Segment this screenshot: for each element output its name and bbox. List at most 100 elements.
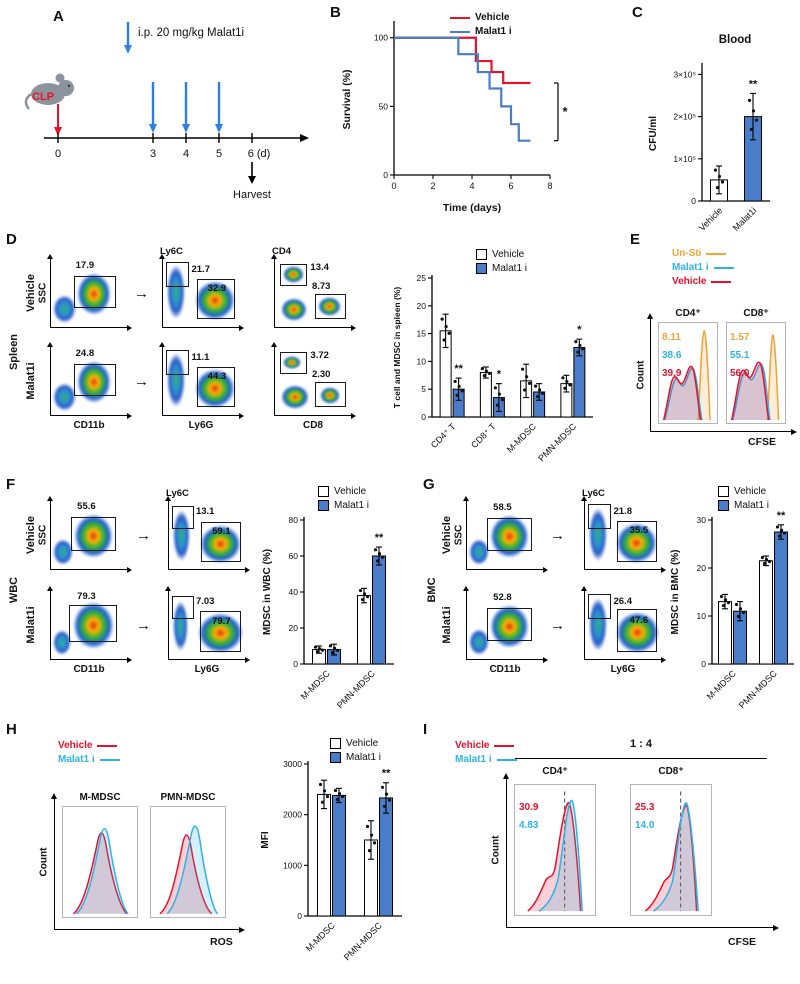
svg-text:Vehicle: Vehicle (697, 205, 725, 233)
gate-percentage: 55.6 (77, 501, 96, 513)
ros-axis-label: ROS (210, 936, 233, 948)
cell-density-blob (281, 298, 308, 322)
ros-legend: Vehicle Malat1 i (58, 740, 120, 768)
cd8-histogram-title: CD8⁺ (658, 766, 684, 777)
cell-density-blob (172, 509, 190, 561)
cd8-gate (315, 381, 346, 407)
svg-text:60: 60 (289, 551, 299, 561)
flow-ly6c-ly6g-wbc-vehicle: 13.1 59.1 (165, 496, 250, 573)
cd11b-axis-label: CD11b (489, 664, 521, 675)
cell-density-blob (166, 352, 186, 407)
legend-item-malat1i: Malat1 i (455, 754, 517, 765)
mfi-chart-legend: Vehicle Malat1 i (330, 738, 381, 766)
cd8-vehicle-value: 25.3 (635, 802, 655, 813)
suppression-legend: Vehicle Malat1 i (455, 740, 517, 768)
ssc-axis-label: SSC (37, 524, 49, 546)
cfse-histogram-cd4-suppression (514, 784, 596, 916)
ratio-underline (515, 758, 767, 759)
legend-item-vehicle: Vehicle (672, 276, 734, 287)
cell-density-blob (52, 538, 73, 565)
ly6g-axis-label: Ly6G (610, 664, 636, 675)
injection-arrow-icon (124, 45, 132, 54)
ly6g-axis-label: Ly6G (194, 664, 220, 675)
ly6g-axis-label: Ly6G (188, 420, 214, 431)
row-label-vehicle: Vehicle (25, 274, 37, 312)
cd4-gate (279, 351, 308, 374)
cell-density-blob (195, 281, 236, 321)
pmn-mdsc-gate (617, 520, 658, 563)
legend-label: Vehicle (346, 738, 379, 749)
svg-text:10: 10 (697, 611, 707, 621)
gate-percentage: 59.1 (212, 526, 231, 538)
legend-label: Vehicle (58, 740, 93, 751)
legend-label: Malat1 i (334, 500, 370, 511)
cell-density-blob (52, 383, 76, 411)
ratio-label: 1 : 4 (629, 738, 652, 750)
gating-arrow-icon: → (550, 527, 565, 544)
panel-label-d: D (6, 231, 17, 248)
flow-ssc-cd11b-spleen-vehicle: 17.9 (47, 254, 132, 331)
vehicle-line-swatch (97, 744, 118, 747)
cd11b-gate (487, 607, 532, 642)
malat1i-box-swatch (476, 263, 487, 274)
cd11b-gate (74, 275, 116, 308)
svg-text:1×10⁵: 1×10⁵ (673, 154, 696, 164)
cfse-histogram-cd8-suppression (630, 784, 712, 916)
svg-text:MDSC in BMC (%): MDSC in BMC (%) (670, 550, 681, 635)
cd4-axis-label: CD4 (272, 246, 292, 257)
legend-item-vehicle: Vehicle (58, 740, 120, 751)
cell-density-blob (588, 598, 608, 651)
legend-label: Malat1 i (455, 754, 492, 765)
cell-density-blob (195, 369, 236, 409)
malat1i-box-swatch (318, 500, 329, 511)
cell-density-blob (319, 387, 340, 404)
legend-label: Vehicle (492, 249, 525, 260)
tick-day6: 6 (d) (248, 148, 271, 160)
cfse-axis-label: CFSE (748, 436, 777, 448)
cd8-malat1i-value: 55.1 (730, 350, 750, 361)
legend-label: Vehicle (672, 276, 707, 287)
m-mdsc-gate (588, 504, 612, 529)
gating-arrow-icon: → (134, 373, 149, 390)
gate-percentage: 3.72 (310, 350, 329, 362)
legend-item-unsti: Un-Sti (672, 248, 734, 259)
svg-text:M-MDSC: M-MDSC (299, 668, 333, 702)
malat1i-line-swatch (99, 758, 120, 761)
cd4-unsti-value: 8.11 (662, 332, 681, 343)
malat1i-line-swatch (713, 266, 734, 269)
cell-density-blob (52, 295, 76, 323)
histogram-axes (646, 313, 797, 436)
cd11b-gate (71, 516, 116, 552)
legend-label: Un-Sti (672, 248, 702, 259)
ly6c-axis-label: Ly6C (166, 488, 189, 499)
gate-percentage: 2.30 (311, 369, 331, 381)
row-label-malat1i: Malat1i (25, 362, 37, 400)
harvest-label: Harvest (233, 189, 271, 201)
cd4-vehicle-value: 30.9 (519, 802, 539, 813)
svg-text:Time (days): Time (days) (443, 202, 501, 214)
cd4-malat1i-value: 4.83 (519, 820, 539, 831)
pmn-mdsc-gate (201, 522, 242, 563)
vehicle-box-swatch (476, 249, 487, 260)
svg-text:30: 30 (697, 515, 707, 525)
cd4-histogram-title: CD4⁺ (675, 308, 701, 319)
svg-text:15: 15 (417, 329, 427, 339)
legend-item-vehicle: Vehicle (455, 740, 517, 751)
legend-item-vehicle: Vehicle (330, 738, 381, 749)
cfse-legend: Un-Sti Malat1 i Vehicle (672, 248, 734, 290)
legend-label: Malat1 i (346, 752, 382, 763)
cell-density-blob (588, 508, 608, 561)
vehicle-box-swatch (318, 486, 329, 497)
legend-label: Vehicle (734, 486, 767, 497)
svg-text:2: 2 (430, 181, 435, 191)
cd8-malat1i-value: 14.0 (635, 820, 655, 831)
spleen-composition-bar-chart: 0 5 10 15 20 25 T cell and MDSC in spleen (%) C… (390, 252, 595, 472)
svg-text:M-MDSC: M-MDSC (505, 421, 539, 455)
cell-density-blob (615, 612, 659, 654)
gate-percentage: 21.7 (191, 263, 210, 275)
bmc-mdsc-bar-chart: 0 10 20 30 MDSC in BMC (%) M-MDSC PMN-MDSC ** (668, 496, 798, 721)
row-label-malat1i: Malat1i (25, 606, 37, 644)
svg-text:0: 0 (391, 181, 396, 191)
panel-label-e: E (630, 231, 641, 248)
panel-label-f: F (6, 476, 16, 493)
